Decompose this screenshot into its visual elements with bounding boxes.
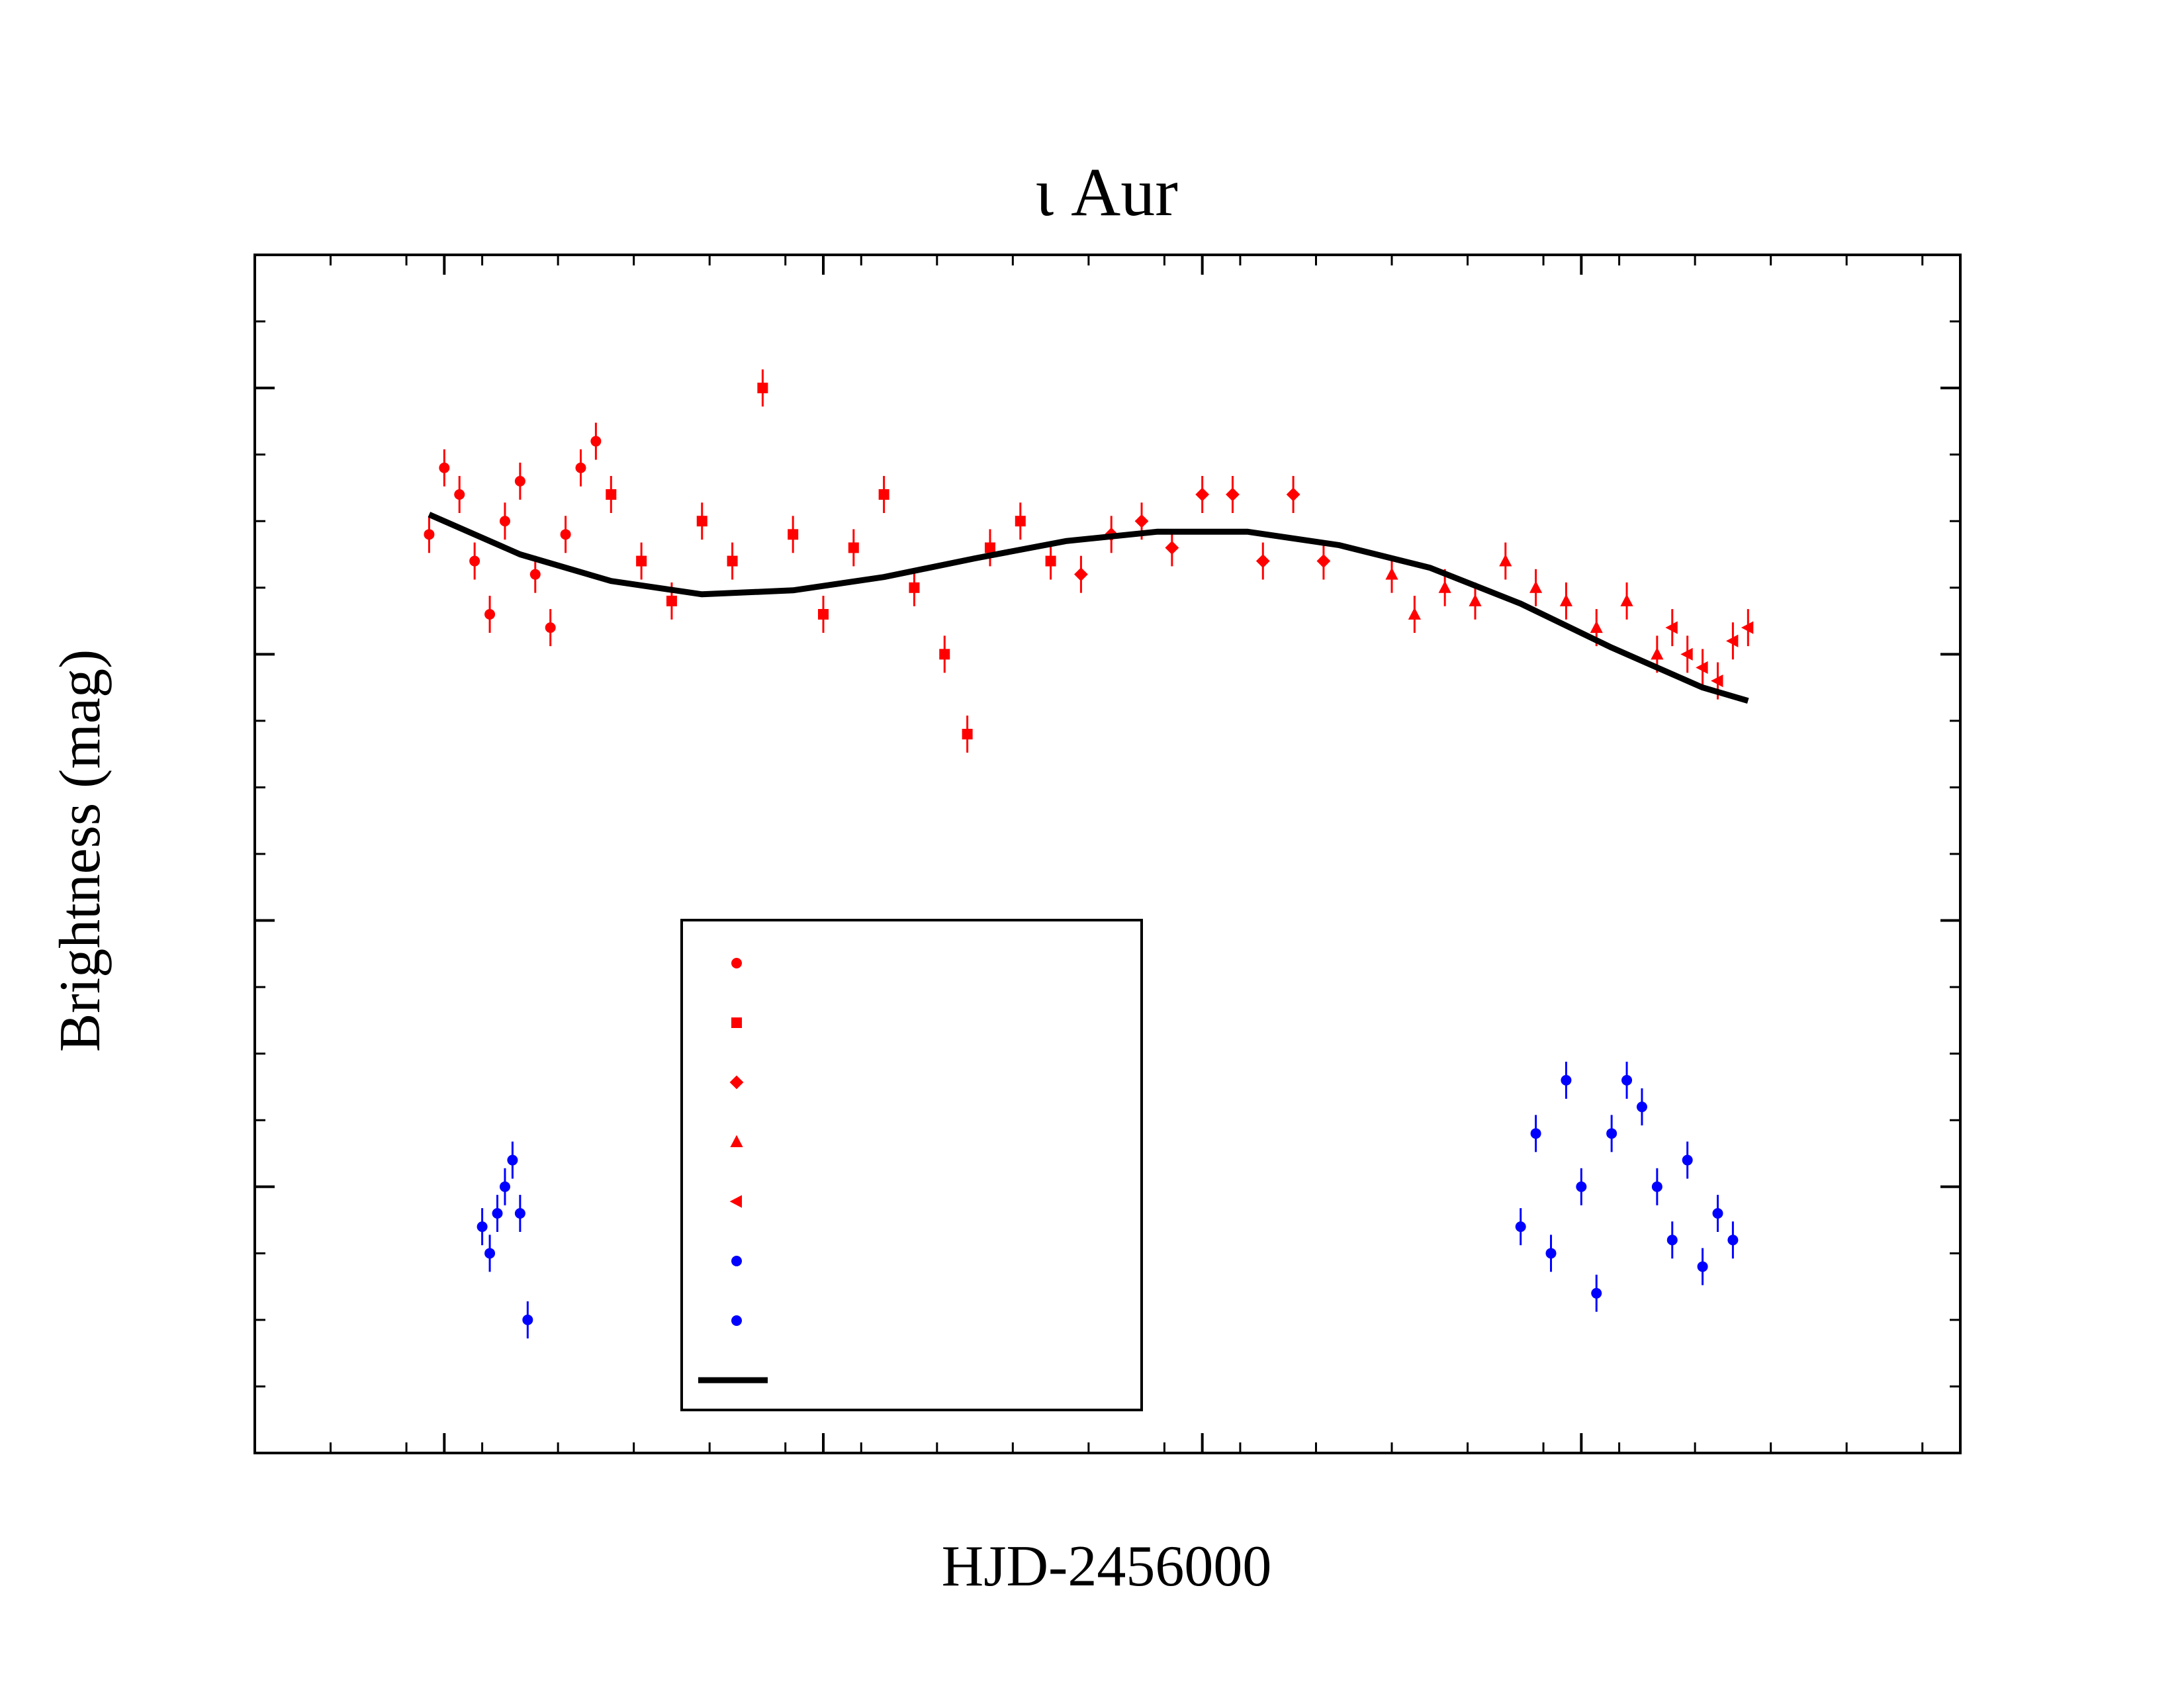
data-point <box>727 555 738 567</box>
data-point <box>1711 674 1723 688</box>
data-point <box>962 729 973 739</box>
data-point <box>1680 647 1693 661</box>
data-point <box>1545 1248 1557 1259</box>
y-axis-label: Brightness (mag) <box>48 649 113 1053</box>
legend-swatch <box>729 1075 744 1090</box>
data-point <box>1134 514 1149 528</box>
data-point <box>1665 621 1678 634</box>
data-point <box>507 1154 518 1166</box>
data-point <box>818 609 829 620</box>
data-point <box>1727 1235 1739 1246</box>
data-point <box>1697 1261 1708 1272</box>
data-point <box>1469 594 1482 606</box>
data-point <box>1530 1128 1541 1139</box>
data-point <box>1682 1154 1693 1166</box>
data-point <box>1045 555 1056 567</box>
data-point <box>454 489 465 500</box>
data-point <box>606 489 617 500</box>
data-point <box>469 555 480 567</box>
plot-area <box>424 369 1754 1338</box>
data-point <box>529 569 541 580</box>
data-point <box>1165 541 1179 555</box>
data-point <box>1015 516 1026 527</box>
legend-swatch <box>731 1256 742 1266</box>
series-1 <box>606 369 1056 753</box>
data-point <box>1255 554 1270 568</box>
data-point <box>909 582 920 593</box>
series-6 <box>1515 1061 1739 1312</box>
data-point <box>1741 621 1754 634</box>
data-point <box>477 1221 488 1233</box>
data-point <box>757 383 768 394</box>
data-point <box>984 542 995 553</box>
data-point <box>484 609 496 620</box>
data-point <box>1591 1288 1602 1299</box>
data-point <box>848 542 859 553</box>
data-point <box>514 475 525 487</box>
axes <box>253 254 1962 1454</box>
legend-swatch <box>731 1017 742 1028</box>
data-point <box>636 555 647 567</box>
data-point <box>1515 1221 1526 1233</box>
data-point <box>575 462 586 473</box>
data-point <box>1606 1128 1617 1139</box>
fit-line <box>428 512 1749 704</box>
data-point <box>666 595 677 606</box>
legend-box <box>680 919 1143 1411</box>
legend-swatch <box>730 1135 743 1147</box>
series-2 <box>1074 476 1331 593</box>
data-point <box>1621 1074 1633 1086</box>
data-point <box>1529 581 1543 593</box>
data-point <box>939 649 950 660</box>
data-point <box>1286 487 1300 502</box>
data-point <box>1408 607 1421 620</box>
data-point <box>439 462 450 473</box>
data-point <box>1590 620 1603 633</box>
chart-title: ι Aur <box>1035 154 1178 230</box>
series-7 <box>428 512 1749 704</box>
data-point <box>1385 567 1398 580</box>
legend-swatch <box>731 1315 742 1326</box>
data-point <box>522 1314 533 1325</box>
data-point <box>1316 554 1331 568</box>
data-point <box>1666 1235 1678 1246</box>
data-point <box>1726 634 1739 647</box>
data-point <box>1226 487 1240 502</box>
legend <box>680 919 1143 1411</box>
series-3 <box>1385 542 1664 673</box>
data-point <box>514 1208 525 1219</box>
data-point <box>1074 567 1088 582</box>
series-4 <box>1665 609 1754 700</box>
data-point <box>788 529 799 540</box>
legend-swatch <box>729 1195 742 1208</box>
data-point <box>1696 661 1708 675</box>
data-point <box>1559 594 1573 606</box>
data-point <box>1499 554 1512 567</box>
data-point <box>1620 594 1633 606</box>
data-point <box>1712 1208 1723 1219</box>
series-0 <box>424 422 602 647</box>
data-point <box>484 1248 496 1259</box>
data-point <box>1651 1181 1662 1192</box>
data-point <box>1651 647 1664 660</box>
data-point <box>545 622 556 633</box>
data-point <box>1576 1181 1587 1192</box>
data-point <box>499 1181 510 1192</box>
data-point <box>560 529 571 540</box>
data-point <box>1561 1074 1572 1086</box>
data-point <box>499 516 510 527</box>
data-point <box>492 1208 503 1219</box>
series-5 <box>477 1141 533 1338</box>
data-point <box>590 436 602 447</box>
data-point <box>1195 487 1210 502</box>
x-axis-label: HJD-2456000 <box>942 1534 1272 1599</box>
data-point <box>424 529 435 540</box>
data-point <box>696 516 707 527</box>
data-point <box>878 489 889 500</box>
legend-swatch <box>731 958 742 968</box>
data-point <box>1438 581 1451 593</box>
data-point <box>1636 1102 1647 1113</box>
